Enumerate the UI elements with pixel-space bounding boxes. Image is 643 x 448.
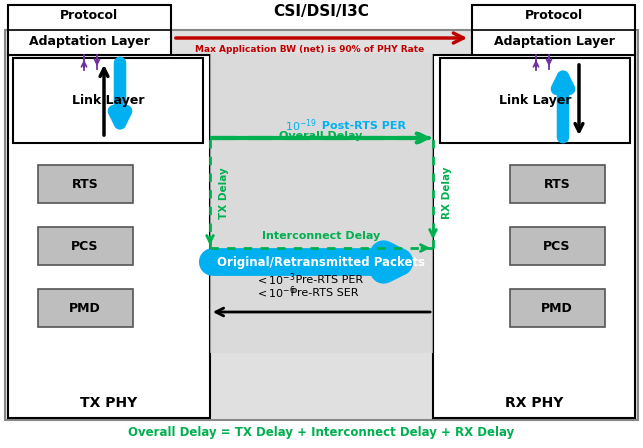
Text: $10^{-19}$: $10^{-19}$: [285, 118, 317, 134]
Text: Link Layer: Link Layer: [72, 94, 144, 107]
Text: Original/Retransmitted Packets: Original/Retransmitted Packets: [217, 255, 425, 268]
Text: TX PHY: TX PHY: [80, 396, 138, 410]
Text: PMD: PMD: [541, 302, 573, 314]
Text: Protocol: Protocol: [525, 9, 583, 22]
Bar: [510, 289, 605, 327]
Bar: [38, 289, 133, 327]
Text: Post-RTS PER: Post-RTS PER: [318, 121, 406, 131]
Text: Protocol: Protocol: [60, 9, 118, 22]
Text: PMD: PMD: [69, 302, 101, 314]
Text: TX Delay: TX Delay: [219, 167, 229, 219]
Text: Overall Delay: Overall Delay: [279, 131, 363, 141]
Text: Overall Delay = TX Delay + Interconnect Delay + RX Delay: Overall Delay = TX Delay + Interconnect …: [128, 426, 514, 439]
Text: PCS: PCS: [71, 240, 99, 253]
Text: Interconnect Delay: Interconnect Delay: [262, 231, 380, 241]
Bar: [510, 165, 605, 203]
Bar: [8, 5, 171, 55]
Bar: [210, 53, 433, 353]
Text: CSI/DSI/I3C: CSI/DSI/I3C: [273, 4, 369, 18]
Text: Adaptation Layer: Adaptation Layer: [494, 34, 615, 47]
Text: Pre-RTS SER: Pre-RTS SER: [287, 288, 359, 298]
Text: $< 10^{-3}$: $< 10^{-3}$: [255, 271, 296, 289]
Bar: [38, 165, 133, 203]
Bar: [433, 55, 635, 418]
Text: RX Delay: RX Delay: [442, 167, 452, 219]
Text: PCS: PCS: [543, 240, 571, 253]
Text: RTS: RTS: [543, 177, 570, 190]
Text: RX PHY: RX PHY: [505, 396, 563, 410]
Bar: [38, 227, 133, 265]
Text: Pre-RTS PER: Pre-RTS PER: [292, 275, 363, 285]
Text: RTS: RTS: [71, 177, 98, 190]
Text: Adaptation Layer: Adaptation Layer: [28, 34, 149, 47]
Bar: [440, 58, 630, 143]
Text: Link Layer: Link Layer: [499, 94, 571, 107]
Bar: [510, 227, 605, 265]
Text: $<10^{-6}$: $<10^{-6}$: [255, 284, 296, 302]
Bar: [5, 30, 638, 420]
Bar: [8, 55, 210, 418]
Bar: [13, 58, 203, 143]
Text: Max Application BW (net) is 90% of PHY Rate: Max Application BW (net) is 90% of PHY R…: [195, 44, 424, 53]
Bar: [472, 5, 635, 55]
